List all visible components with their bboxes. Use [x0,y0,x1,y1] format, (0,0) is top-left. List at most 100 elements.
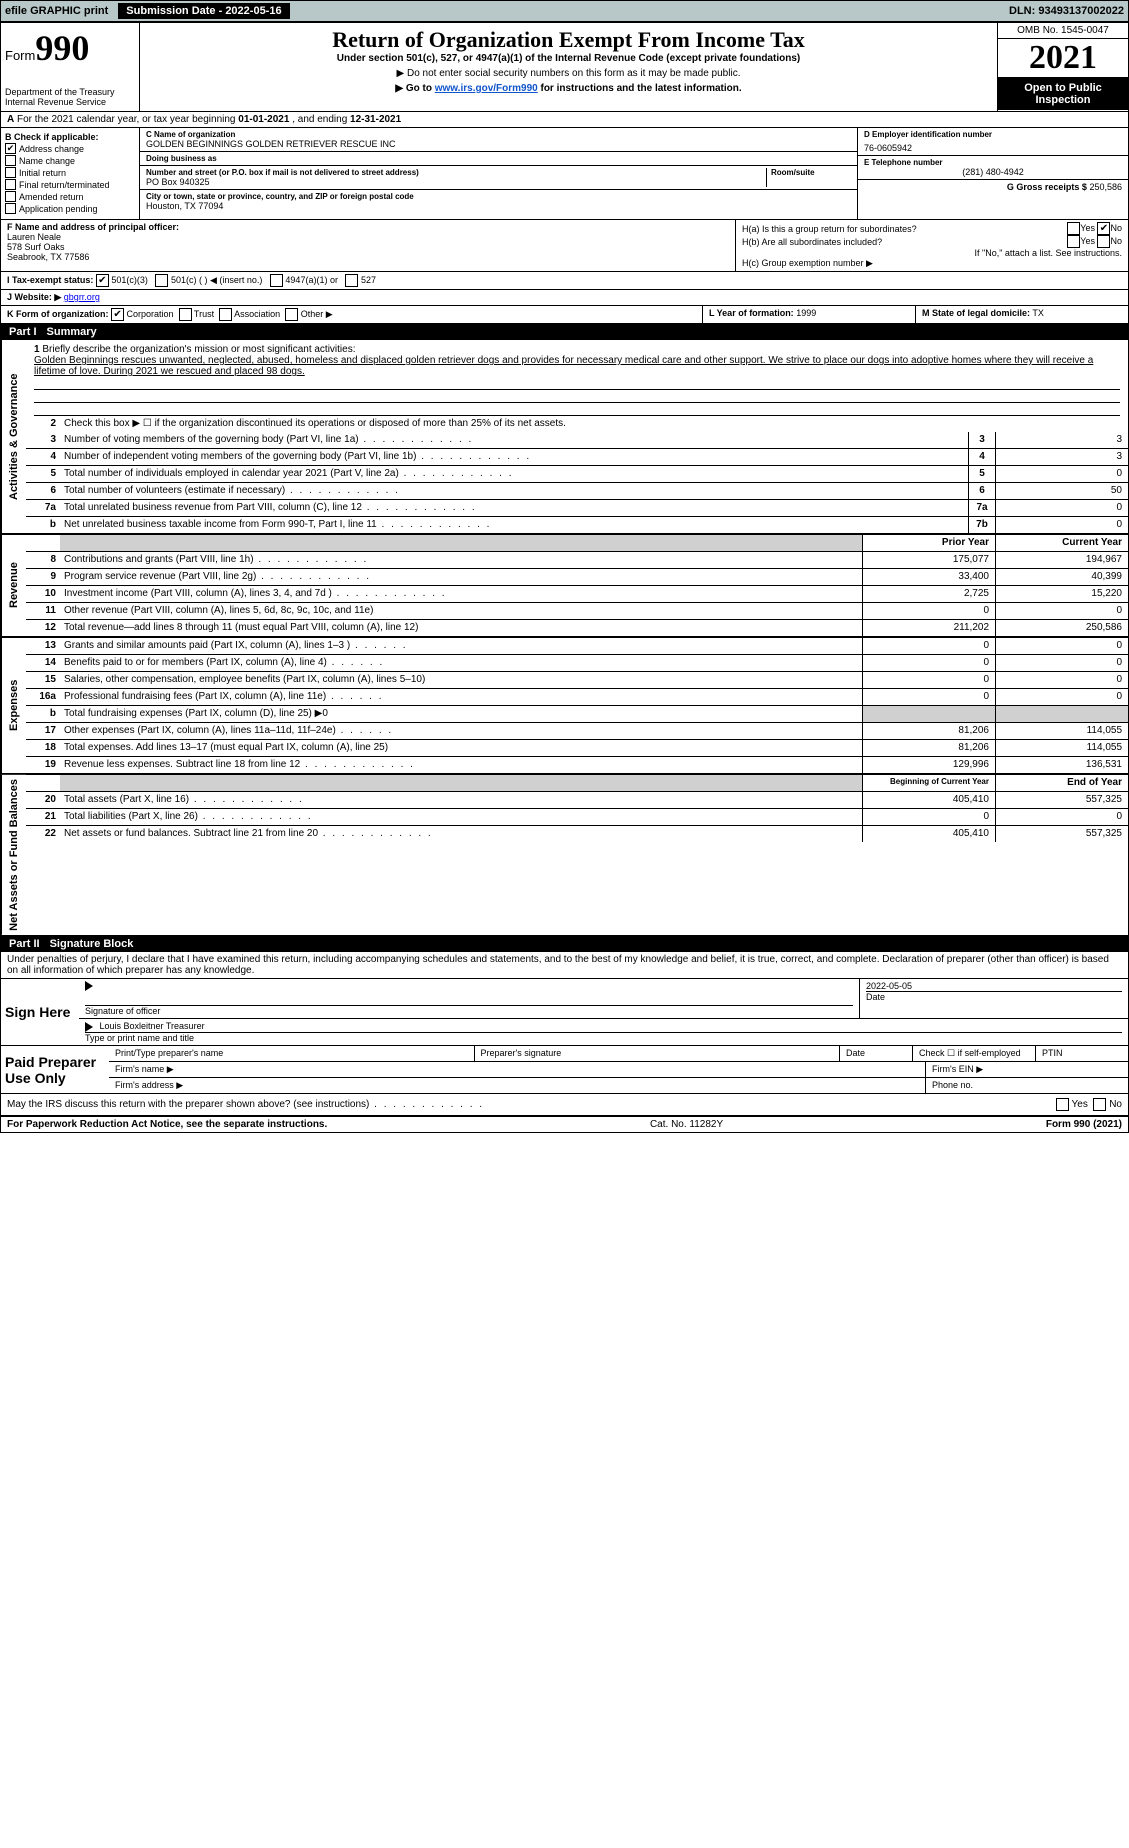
part2-number: Part II [9,938,40,950]
blank-line [34,390,1120,403]
checkbox-icon[interactable] [1056,1098,1069,1111]
l7a-val: 0 [995,500,1128,516]
checkbox-icon [5,143,16,154]
side-net: Net Assets or Fund Balances [1,775,26,935]
l15-desc: Salaries, other compensation, employee b… [60,672,862,688]
checkbox-icon[interactable] [179,308,192,321]
ag-body: 1 Briefly describe the organization's mi… [26,340,1128,533]
hb-label: H(b) Are all subordinates included? [742,237,882,247]
prep-row1: Print/Type preparer's name Preparer's si… [109,1046,1128,1062]
checkbox-icon[interactable] [1097,222,1110,235]
cell-street: Number and street (or P.O. box if mail i… [140,166,857,190]
row-a-prefix: A [7,114,14,125]
revenue-block: Revenue Prior Year Current Year 8Contrib… [1,535,1128,638]
section-deg: D Employer identification number 76-0605… [857,128,1128,219]
dept-treasury: Department of the Treasury [5,87,135,97]
checkbox-icon[interactable] [1093,1098,1106,1111]
sign-here-row: Sign Here Signature of officer 2022-05-0… [1,979,1128,1046]
submission-date-btn[interactable]: Submission Date - 2022-05-16 [118,3,289,19]
chk-final-return[interactable]: Final return/terminated [5,179,135,190]
checkbox-icon[interactable] [155,274,168,287]
side-ag: Activities & Governance [1,340,26,533]
header-mid: Return of Organization Exempt From Incom… [140,23,997,111]
prep-row3: Firm's address ▶ Phone no. [109,1078,1128,1093]
cell-phone: E Telephone number (281) 480-4942 [858,156,1128,180]
i-label: I Tax-exempt status: [7,275,93,285]
row-a-tax-year: A For the 2021 calendar year, or tax yea… [1,112,1128,128]
l14-curr: 0 [995,655,1128,671]
gross-label: G Gross receipts $ [1007,182,1087,192]
footer-right-post: (2021) [1090,1119,1122,1130]
checkbox-icon[interactable] [1067,222,1080,235]
chk-amended-return[interactable]: Amended return [5,191,135,202]
l7a-desc: Total unrelated business revenue from Pa… [60,500,968,516]
hc-label: H(c) Group exemption number ▶ [742,258,1122,269]
prep-row2: Firm's name ▶ Firm's EIN ▶ [109,1062,1128,1078]
firm-ein: Firm's EIN ▶ [926,1062,1128,1077]
chk-application-pending[interactable]: Application pending [5,203,135,214]
chk-initial-return[interactable]: Initial return [5,167,135,178]
checkbox-icon [5,203,16,214]
chk-address-change[interactable]: Address change [5,143,135,154]
cell-gross: G Gross receipts $ 250,586 [858,180,1128,194]
gross-value: 250,586 [1089,182,1122,192]
l14-prior: 0 [862,655,995,671]
k-other: Other ▶ [301,309,333,319]
row-i: I Tax-exempt status: 501(c)(3) 501(c) ( … [1,272,1128,290]
line-16b: bTotal fundraising expenses (Part IX, co… [26,706,1128,723]
checkbox-icon[interactable] [285,308,298,321]
efile-label: efile GRAPHIC print [5,5,108,17]
line-1: 1 Briefly describe the organization's mi… [26,340,1128,377]
sig-officer-cell: Signature of officer [79,979,860,1019]
l3-desc: Number of voting members of the governin… [60,432,968,448]
checkbox-icon[interactable] [219,308,232,321]
dln-label: DLN: 93493137002022 [1009,5,1124,17]
net-hdr: Beginning of Current Year End of Year [26,775,1128,792]
form-prefix: Form [5,48,35,63]
checkbox-icon[interactable] [1097,235,1110,248]
checkbox-icon[interactable] [111,308,124,321]
form-number: Form990 [5,27,135,69]
l16a-curr: 0 [995,689,1128,705]
l13-desc: Grants and similar amounts paid (Part IX… [60,638,862,654]
form-note2: ▶ Go to www.irs.gov/Form990 for instruct… [148,83,989,94]
line-16a: 16aProfessional fundraising fees (Part I… [26,689,1128,706]
l17-curr: 114,055 [995,723,1128,739]
form-main: Form990 Department of the Treasury Inter… [0,22,1129,1133]
row-klm: K Form of organization: Corporation Trus… [1,306,1128,324]
k-corp: Corporation [127,309,174,319]
checkbox-icon[interactable] [1067,235,1080,248]
l20-desc: Total assets (Part X, line 16) [60,792,862,808]
section-f: F Name and address of principal officer:… [1,220,735,271]
rev-body: Prior Year Current Year 8Contributions a… [26,535,1128,636]
l18-curr: 114,055 [995,740,1128,756]
checkbox-icon[interactable] [270,274,283,287]
irs-link[interactable]: www.irs.gov/Form990 [435,83,538,94]
checkbox-icon[interactable] [345,274,358,287]
room-label: Room/suite [771,168,851,177]
form-subtitle: Under section 501(c), 527, or 4947(a)(1)… [148,53,989,64]
line-19: 19Revenue less expenses. Subtract line 1… [26,757,1128,773]
l16b-curr [995,706,1128,722]
netassets-block: Net Assets or Fund Balances Beginning of… [1,775,1128,936]
firm-addr: Firm's address ▶ [109,1078,926,1093]
prior-hdr: Prior Year [862,535,995,551]
line-18: 18Total expenses. Add lines 13–17 (must … [26,740,1128,757]
checkbox-icon [5,167,16,178]
firm-phone: Phone no. [926,1078,1128,1093]
l11-curr: 0 [995,603,1128,619]
l11-desc: Other revenue (Part VIII, column (A), li… [60,603,862,619]
street-label: Number and street (or P.O. box if mail i… [146,168,766,177]
chk-name-change[interactable]: Name change [5,155,135,166]
l16a-desc: Professional fundraising fees (Part IX, … [60,689,862,705]
ein-label: D Employer identification number [864,130,1122,139]
website-link[interactable]: gbgrr.org [64,292,100,302]
section-bcd: B Check if applicable: Address change Na… [1,128,1128,220]
footer-right-form: 990 [1074,1119,1091,1130]
section-b-label: B Check if applicable: [5,132,135,142]
checkbox-icon[interactable] [96,274,109,287]
mission-text: Golden Beginnings rescues unwanted, negl… [34,355,1093,377]
l20-prior: 405,410 [862,792,995,808]
prep-sig: Preparer's signature [475,1046,841,1061]
part1-title: Summary [47,326,97,338]
